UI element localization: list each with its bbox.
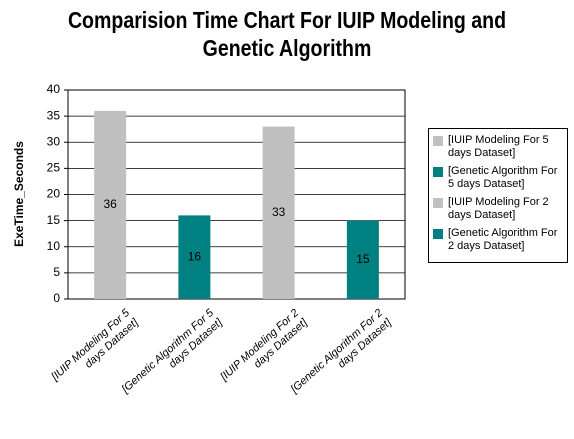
data-label: 36 (103, 197, 117, 211)
data-label: 33 (272, 205, 286, 219)
legend-swatch (433, 167, 443, 177)
legend-label: [IUIP Modeling For 5 days Dataset] (448, 134, 549, 159)
legend: [IUIP Modeling For 5 days Dataset] [Genet… (428, 128, 568, 263)
y-tick-label: 5 (53, 265, 60, 279)
bar (262, 126, 295, 299)
data-label: 16 (188, 249, 202, 263)
plot-frame (67, 89, 406, 300)
y-tick-label: 25 (47, 161, 61, 175)
legend-label: [Genetic Algorithm For 5 days Dataset] (448, 165, 558, 190)
y-tick-label: 10 (47, 239, 61, 253)
legend-item: [Genetic Algorithm For 2 days Dataset] (431, 227, 565, 253)
data-label: 15 (356, 252, 370, 266)
chart-title: Comparision Time Chart For IUIP Modeling… (67, 7, 507, 61)
bar (178, 215, 211, 299)
bar (346, 220, 379, 299)
legend-swatch (433, 198, 443, 208)
y-tick-label: 15 (47, 213, 61, 227)
legend-item: [Genetic Algorithm For 5 days Dataset] (431, 165, 565, 191)
legend-label: [Genetic Algorithm For 2 days Dataset] (448, 227, 558, 252)
legend-swatch (433, 136, 443, 146)
y-axis-label: ExeTime_Seconds (12, 141, 26, 247)
legend-label: [IUIP Modeling For 2 days Dataset] (448, 196, 549, 221)
bar (94, 110, 127, 300)
legend-item: [IUIP Modeling For 5 days Dataset] (431, 134, 565, 160)
y-tick-label: 20 (47, 187, 61, 201)
legend-swatch (433, 229, 443, 239)
y-tick-label: 40 (47, 82, 61, 96)
y-tick-label: 30 (47, 134, 61, 148)
legend-item: [IUIP Modeling For 2 days Dataset] (431, 196, 565, 222)
y-tick-label: 0 (53, 291, 60, 305)
y-tick-label: 35 (47, 108, 61, 122)
